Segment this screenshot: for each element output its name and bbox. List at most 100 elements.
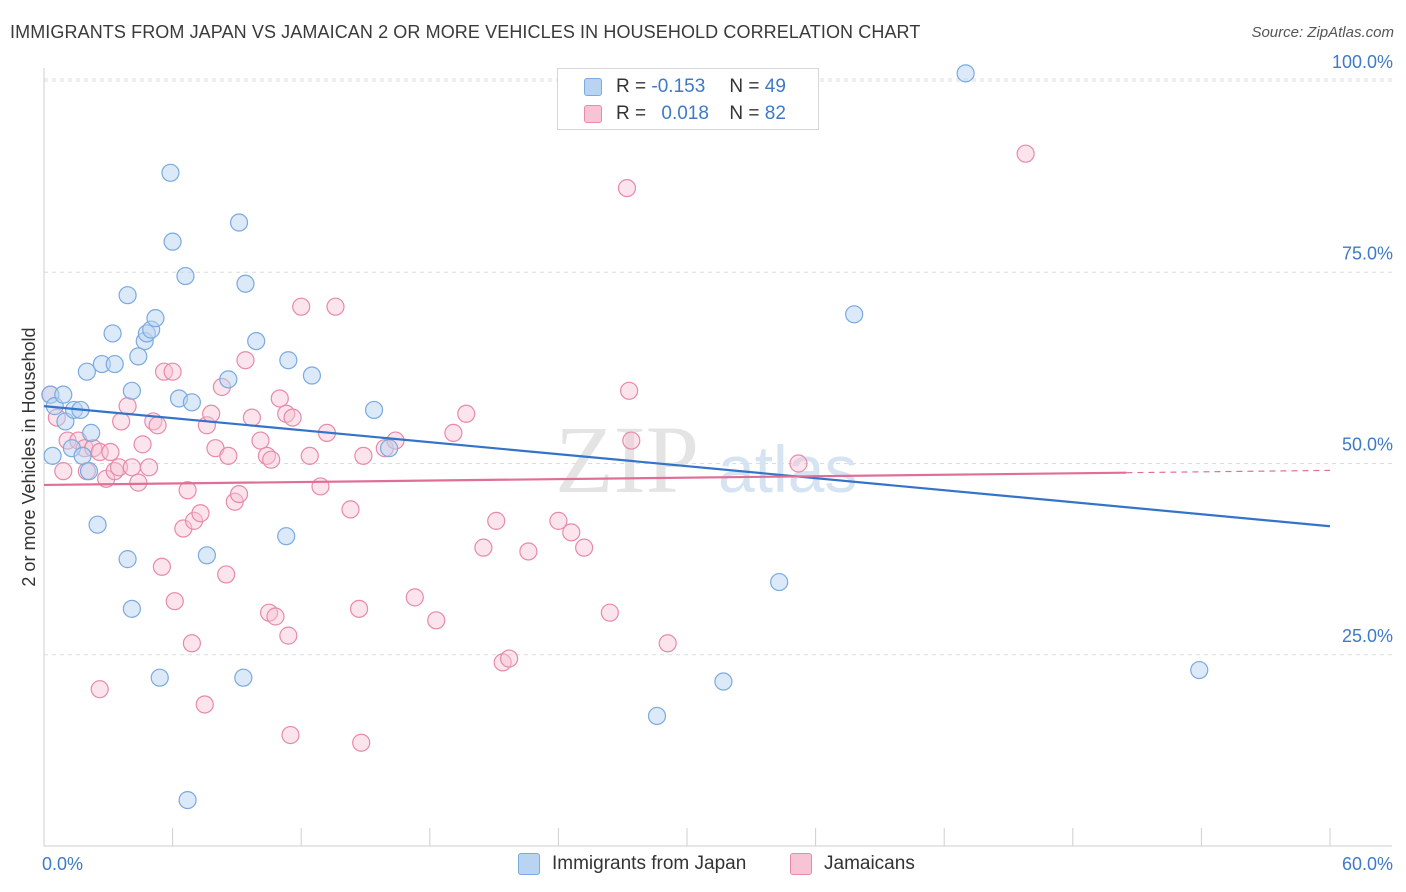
jamaicans-point [281,725,300,745]
japan-point [118,550,137,569]
jamaicans-point [405,588,424,607]
japan-point [146,309,165,328]
legend-n-label: N = [729,103,760,124]
jamaicans-point [600,603,619,622]
source-label: Source: ZipAtlas.com [1251,24,1394,41]
x-tick-label: 0.0% [42,854,83,874]
japan-point [234,668,253,687]
japan-point [54,385,73,404]
jamaicans-point [236,351,255,370]
jamaicans-point [622,431,641,450]
japan-point [122,599,141,618]
chart-title: IMMIGRANTS FROM JAPAN VS JAMAICAN 2 OR M… [10,22,921,42]
jamaicans-point [219,446,238,465]
jamaicans-point [262,450,281,469]
jamaicans-point [617,179,637,198]
jamaicans-point [283,408,302,427]
jamaicans-point [129,473,148,492]
jamaicans-point [349,599,369,618]
jamaicans-point [139,458,159,477]
japan-point [277,527,296,546]
japan-point [77,362,96,381]
jamaicans-point [90,442,109,462]
jamaicans-point [118,397,137,416]
jamaicans-point [251,431,270,450]
japan-points [41,64,1209,810]
japan-point [43,446,62,465]
jamaicans-point [457,404,476,423]
trend-lines [43,405,1331,528]
jamaicans-point [178,481,197,500]
y-tick-label: 25.0% [1342,626,1393,646]
jamaicans-point [519,542,538,561]
japan-point [219,370,238,389]
jamaicans-point [191,504,210,523]
jamaicans-point [500,649,519,668]
jamaicans-point [163,362,182,381]
legend-box: R = -0.153 N = 49 R = 0.018 N = 82 [557,68,819,130]
jamaicans-point [202,404,221,423]
jamaicans-point [133,435,152,454]
bottom-legend-label-jamaicans: Jamaicans [824,853,915,874]
jamaicans-point [54,462,73,481]
legend-n-value-jamaicans: 82 [764,103,786,124]
jamaicans-points [41,144,1035,752]
japan-point [73,446,92,465]
jamaicans-point [122,458,141,477]
jamaicans-point [354,446,373,465]
jamaicans-point [549,511,568,530]
bottom-legend-swatch-jamaicans [790,853,812,875]
japan-point [845,305,864,324]
jamaicans-point [575,538,594,557]
legend-row-japan: R = -0.153 N = 49 [584,75,786,99]
jamaicans-point [90,680,109,699]
japan-point [105,354,124,374]
japan-point [247,332,266,351]
y-tick-label: 100.0% [1332,52,1393,72]
japan-trend-line [43,405,1331,528]
jamaicans-point [112,412,131,431]
legend-r-value-japan: -0.153 [651,76,706,97]
japan-point [197,546,216,565]
legend-r-label: R = [616,103,647,124]
jamaicans-point [300,446,319,465]
jamaicans-point [562,523,581,542]
jamaicans-point [266,607,285,626]
japan-point [647,706,667,726]
jamaicans-point [311,477,330,496]
legend-row-jamaicans: R = 0.018 N = 82 [584,102,786,126]
jamaicans-point [292,297,311,316]
y-axis-tick-labels: 25.0% 50.0% 75.0% 100.0% [1332,52,1393,646]
japan-point [88,515,107,534]
jamaicans-trend-line [43,471,1127,487]
japan-point [714,672,733,691]
jamaicans-point [152,557,171,576]
legend-swatch-japan [584,78,602,96]
japan-point [1190,660,1209,680]
japan-point [364,400,384,420]
japan-point [178,790,197,810]
jamaicans-point [217,565,236,584]
japan-point [236,274,255,293]
jamaicans-point [279,626,298,645]
legend-r-value-jamaicans: 0.018 [661,103,709,124]
japan-point [176,266,195,286]
jamaicans-point [427,611,446,630]
japan-point [79,462,99,481]
japan-point [118,286,137,305]
japan-point [82,423,101,442]
y-tick-label: 50.0% [1342,435,1393,455]
japan-point [150,668,169,687]
japan-point [122,381,141,400]
jamaicans-point [487,511,506,530]
japan-point [956,64,975,83]
x-axis-tick-labels: 0.0% 60.0% [42,854,1393,874]
bottom-legend-swatch-japan [518,853,540,875]
japan-point [161,163,180,182]
jamaicans-point [165,592,184,611]
japan-point [163,232,182,251]
jamaicans-trend-extension [1126,469,1331,474]
bottom-legend-japan: Immigrants from Japan [518,852,746,876]
jamaicans-point [182,634,201,653]
